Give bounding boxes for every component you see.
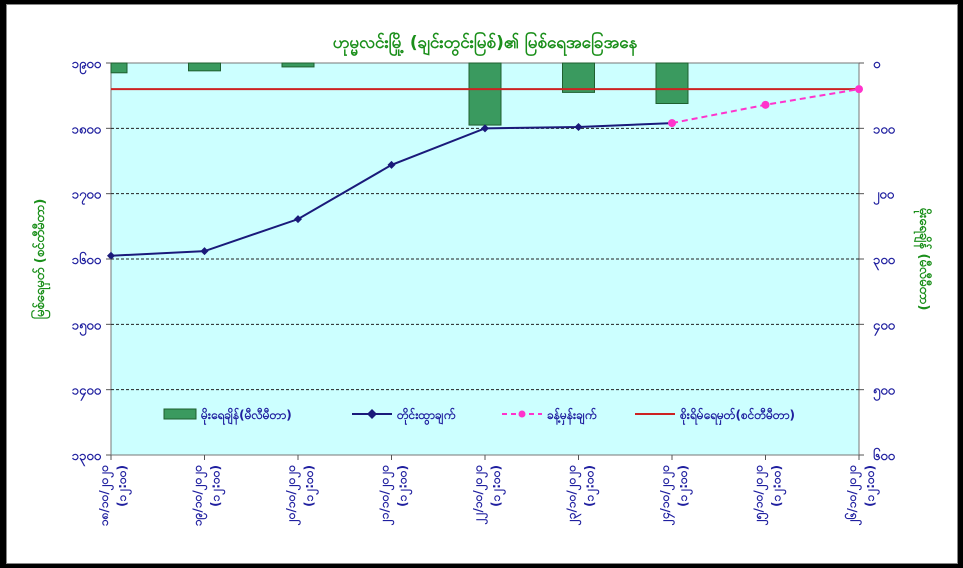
left-tick-label: ၁၉၀၀ xyxy=(72,57,102,75)
legend-forecast-label: ခန့်မှန်းချက် xyxy=(547,406,597,426)
legend: မိုးရေချိန်(မီလီမီတာ) တိုင်းထွာချက် ခန့်… xyxy=(163,406,795,426)
x-axis-ticks: ၁၈/၁၀/၂၀၂၀ (၁၂:၀၀) ၁၉/၁၀/၂၀၂၀ (၁၂:၀၀) ၂၀/၁၀/… xyxy=(97,455,881,526)
measured-point xyxy=(387,160,396,169)
right-tick-label: ၄၀၀ xyxy=(873,318,896,336)
measured-point xyxy=(294,215,302,224)
rain-bar xyxy=(188,62,221,72)
x-tick-label-date: ၂၄/၁၀/၂၀၂၀ xyxy=(658,465,676,526)
rain-bar xyxy=(110,62,128,74)
chart-frame: ၁၃၀၀ ၁၄၀၀ ၁၅၀၀ ၁၆၀၀ ၁၇၀၀ ၁၈၀၀ ၁၉၀၀ ၀၁၀၀၂၀၀၃၀၀၄… xyxy=(6,4,958,564)
x-tick-label-time: (၁၂:၀၀) xyxy=(489,465,507,507)
right-tick-label: ၁၀၀ xyxy=(873,122,896,137)
legend-rain-label: မိုးရေချိန်(မီလီမီတာ) xyxy=(200,406,292,426)
level-lines xyxy=(107,85,863,260)
forecast-point xyxy=(761,100,770,109)
legend-measured-marker xyxy=(367,409,377,419)
x-tick-label-date: ၂၁/၁၀/၂၀၂၀ xyxy=(378,465,396,526)
x-tick-label-date: ၂၃/၁၀/၂၀၂၀ xyxy=(565,465,583,526)
y-axis-right-label: မိုးရေချိန် (မီလီမီတာ) xyxy=(913,208,933,311)
forecast-point xyxy=(855,85,863,94)
measured-point xyxy=(200,247,209,256)
y-axis-left-label: မြစ်ရေမှတ် (စင်တီမီတာ) xyxy=(30,199,51,320)
x-tick-label-date: ၁၈/၁၀/၂၀၂၀ xyxy=(97,465,115,526)
x-tick-label-time: (၁၂:၀၀) xyxy=(863,465,881,507)
right-tick-label: ၆၀၀ xyxy=(873,447,896,464)
left-tick-label: ၁၄၀၀ xyxy=(72,384,102,402)
x-tick-label-time: (၁၂:၀၀) xyxy=(396,465,414,507)
rain-bar xyxy=(562,62,595,93)
right-tick-label: ၀ xyxy=(873,57,881,72)
x-tick-label-date: ၁၉/၁၀/၂၀၂၀ xyxy=(191,465,209,526)
legend-rain-swatch xyxy=(163,408,197,420)
right-tick-label: ၅၀၀ xyxy=(873,384,896,402)
measured-point xyxy=(107,251,115,260)
legend-measured-label: တိုင်းထွာချက် xyxy=(396,406,456,426)
rain-bar xyxy=(468,62,502,126)
left-tick-label: ၁၆၀၀ xyxy=(72,251,102,268)
x-tick-label-date: ၂၂/၁၀/၂၀၂၀ xyxy=(471,465,489,526)
x-tick-label-date: ၂၀/၁၀/၂၀၂၀ xyxy=(284,465,302,526)
x-tick-label-date: ၂၆/၁၀/၂၀၂၀ xyxy=(843,465,863,526)
right-tick-label: ၂၀၀ xyxy=(873,188,895,206)
x-tick-label-time: (၁၂:၀၀) xyxy=(583,465,601,507)
left-axis-ticks: ၁၃၀၀ ၁၄၀၀ ၁၅၀၀ ၁၆၀၀ ၁၇၀၀ ၁၈၀၀ ၁၉၀၀ xyxy=(72,57,111,467)
chart-svg: ၁၃၀၀ ၁၄၀၀ ၁၅၀၀ ၁၆၀၀ ၁၇၀၀ ၁၈၀၀ ၁၉၀၀ ၀၁၀၀၂၀၀၃၀၀၄… xyxy=(30,30,933,526)
x-tick-label-time: (၁၂:၀၀) xyxy=(209,465,227,507)
forecast-point xyxy=(668,119,676,128)
left-tick-label: ၁၅၀၀ xyxy=(72,318,102,336)
rain-bar xyxy=(655,62,689,105)
x-tick-label-date: ၂၅/၁၀/၂၀၂၀ xyxy=(752,465,770,526)
legend-forecast-marker xyxy=(518,410,526,418)
x-tick-label-time: (၁၂:၀၀) xyxy=(302,465,320,507)
chart-title: ဟုမ္မလင်းမြို့ (ချင်းတွင်းမြစ်)၏ မြစ်ရေအ… xyxy=(333,30,638,57)
x-tick-label-time: (၁၂:၀၀) xyxy=(115,465,133,507)
left-tick-label: ၁၈၀၀ xyxy=(72,122,102,137)
measured-point xyxy=(574,123,583,132)
x-tick-label-time: (၁၂:၀၀) xyxy=(770,465,788,507)
left-tick-label: ၁၇၀၀ xyxy=(72,188,102,206)
measured-point xyxy=(481,124,489,133)
left-tick-label: ၁၃၀၀ xyxy=(72,449,102,467)
right-tick-label: ၃၀၀ xyxy=(873,253,896,271)
rain-bar xyxy=(281,62,315,68)
rain-bars xyxy=(110,62,689,126)
x-tick-label-time: (၁၂:၀၀) xyxy=(676,465,694,507)
legend-warning-label: စိုးရိမ်ရေမှတ်(စင်တီမီတာ) xyxy=(679,406,795,426)
